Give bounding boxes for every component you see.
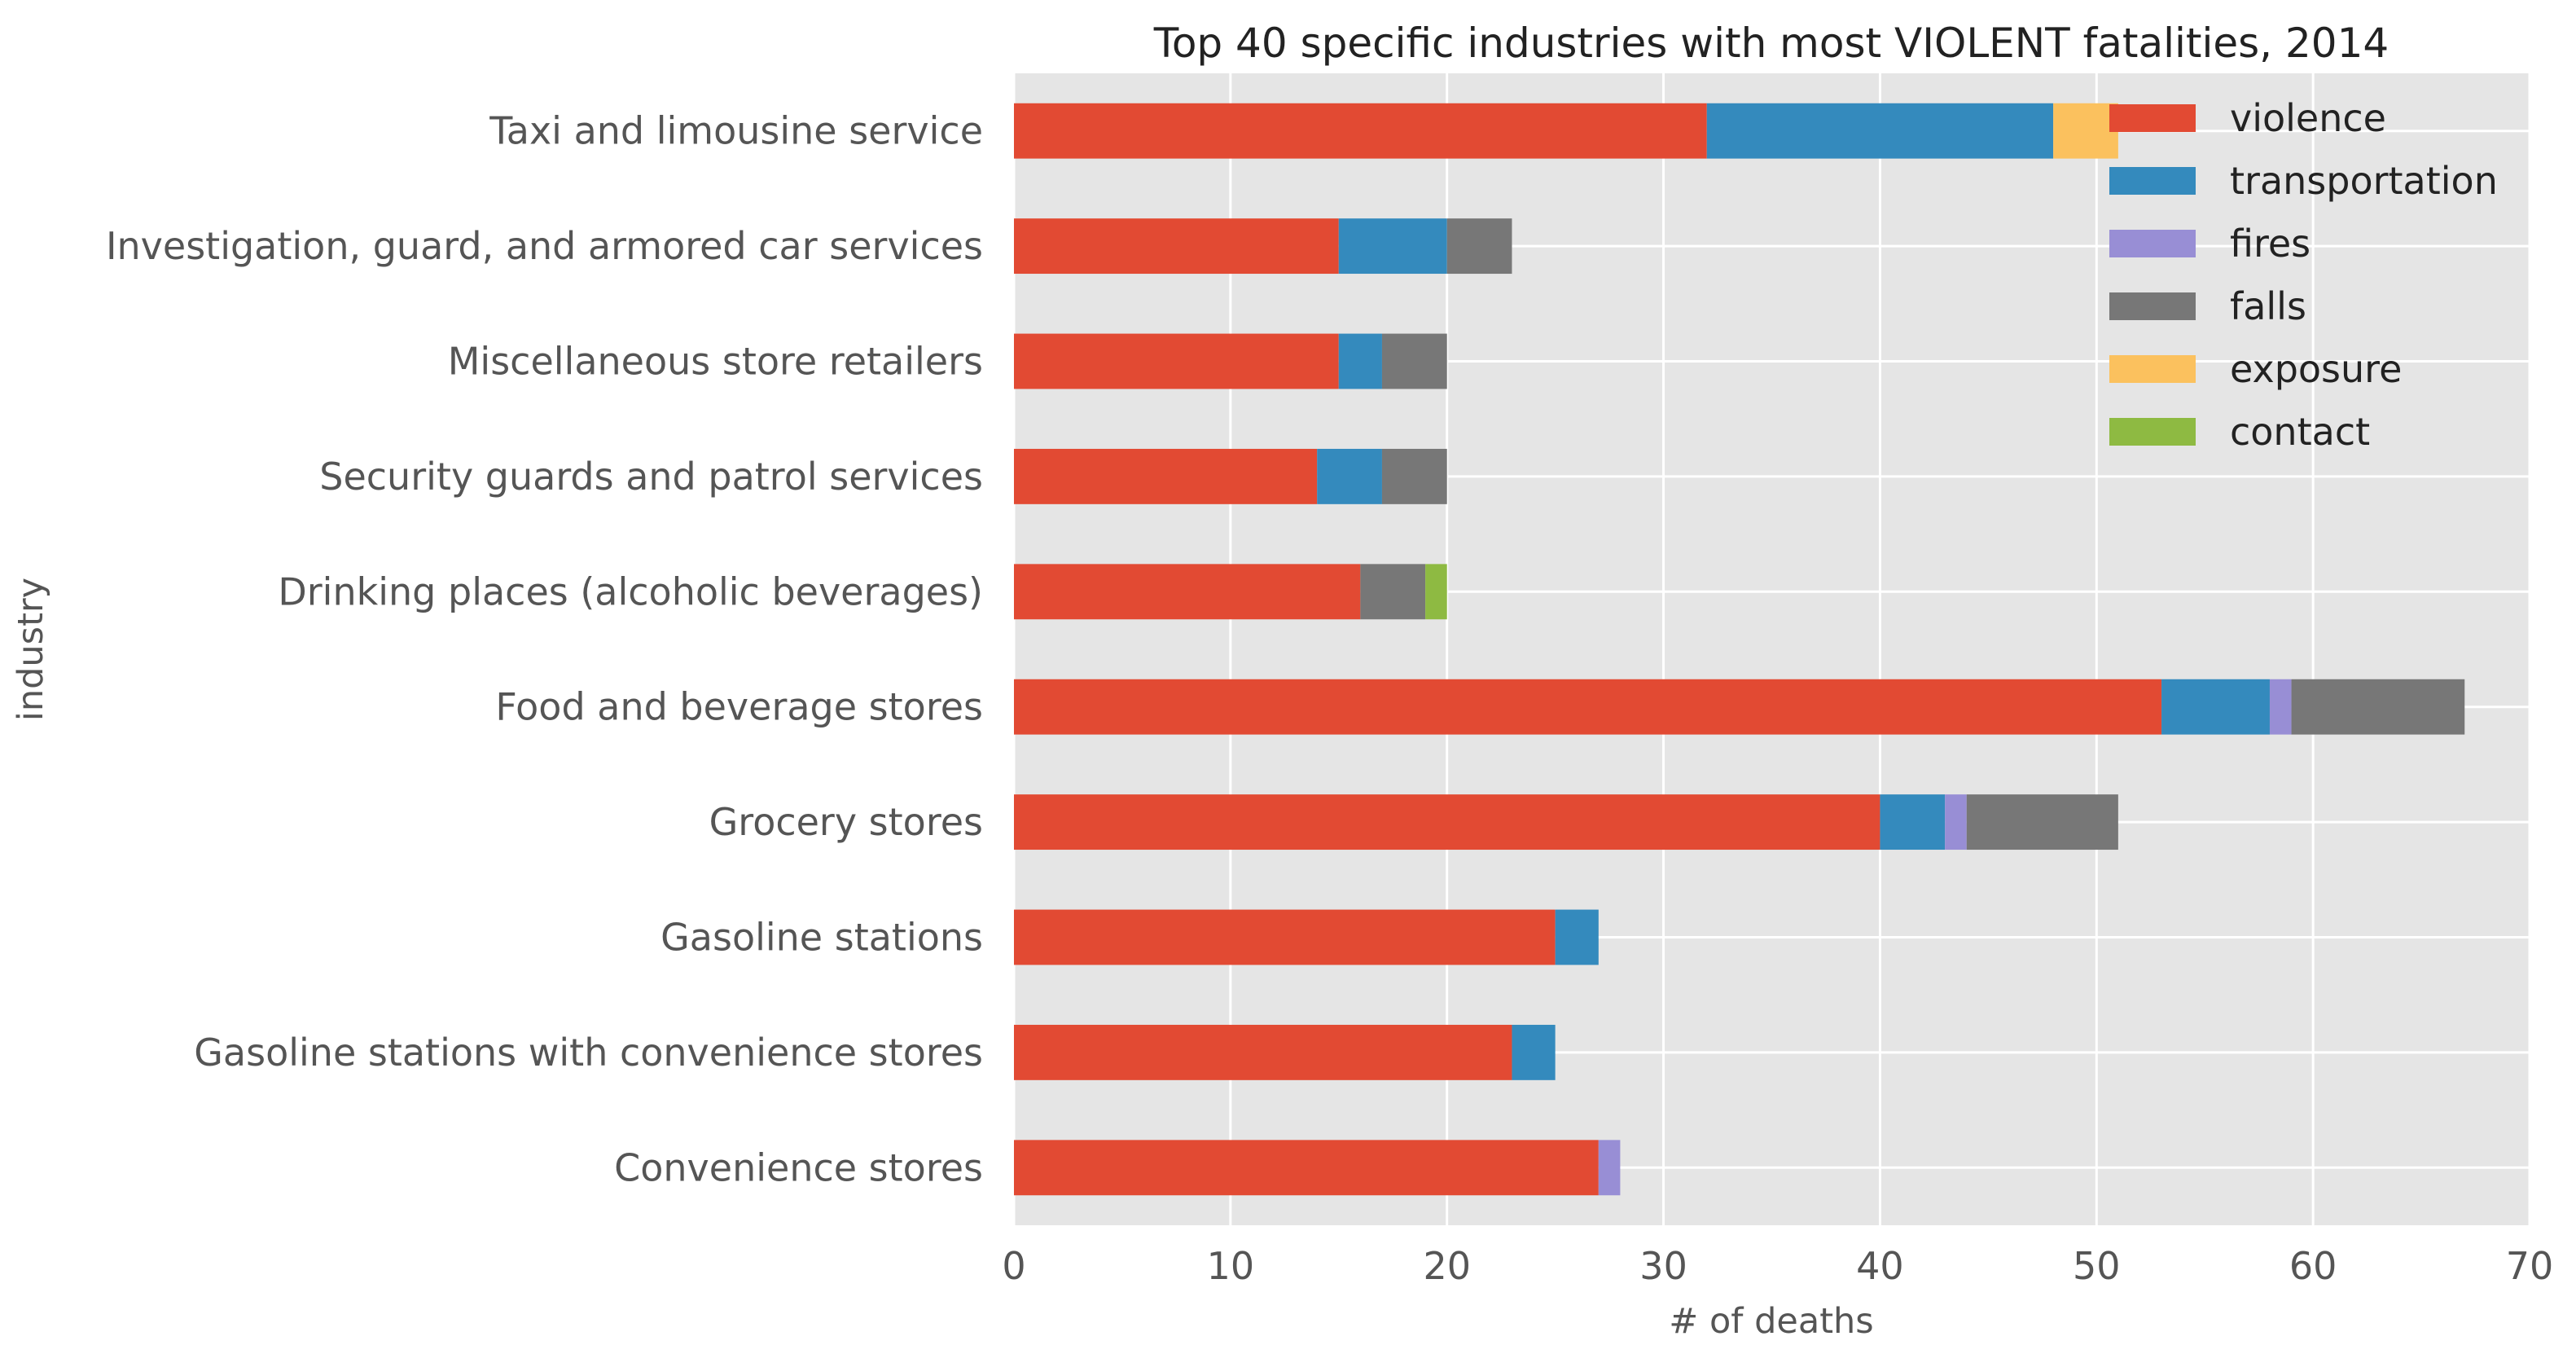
- bar-segment-transportation: [1317, 448, 1382, 504]
- legend-label-violence: violence: [2230, 96, 2386, 140]
- bar-segment-violence: [1014, 103, 1707, 159]
- legend-swatch-contact: [2109, 418, 2196, 446]
- bar-segment-violence: [1014, 679, 2162, 735]
- x-tick-label: 50: [2073, 1244, 2121, 1288]
- legend-label-exposure: exposure: [2230, 347, 2402, 391]
- bar-segment-contact: [1425, 564, 1447, 620]
- bar-segment-exposure: [2053, 103, 2118, 159]
- bar-segment-falls: [2291, 679, 2465, 735]
- bar-segment-violence: [1014, 564, 1361, 620]
- legend-swatch-falls: [2109, 292, 2196, 320]
- legend-swatch-transportation: [2109, 167, 2196, 195]
- y-tick-label: Investigation, guard, and armored car se…: [106, 224, 983, 268]
- bar-segment-falls: [1381, 333, 1447, 389]
- x-tick-label: 70: [2506, 1244, 2554, 1288]
- x-tick-label: 40: [1856, 1244, 1904, 1288]
- y-tick-label: Taxi and limousine service: [489, 109, 983, 153]
- bar-segment-fires: [2269, 679, 2292, 735]
- y-tick-label: Drinking places (alcoholic beverages): [278, 569, 983, 613]
- legend-label-falls: falls: [2230, 284, 2306, 328]
- bar-segment-falls: [1446, 218, 1512, 275]
- x-tick-label: 0: [1002, 1244, 1025, 1288]
- legend: violence transportation fires falls exposure…: [2109, 96, 2498, 454]
- bar-segment-violence: [1014, 448, 1318, 504]
- legend-label-contact: contact: [2230, 410, 2370, 454]
- y-tick-labels: Taxi and limousine service Investigation,…: [106, 109, 983, 1190]
- bar-segment-fires: [1598, 1140, 1621, 1196]
- y-tick-label: Grocery stores: [709, 800, 983, 844]
- bar-segment-transportation: [2161, 679, 2270, 735]
- bar-segment-transportation: [1555, 909, 1599, 965]
- bar-segment-violence: [1014, 909, 1556, 965]
- chart-title: Top 40 specific industries with most VIO…: [1153, 20, 2389, 67]
- legend-label-fires: fires: [2230, 222, 2311, 266]
- x-tick-label: 30: [1639, 1244, 1687, 1288]
- bar-segment-transportation: [1706, 103, 2054, 159]
- x-axis-label: # of deaths: [1669, 1301, 1873, 1342]
- bar-segment-falls: [1360, 564, 1426, 620]
- y-tick-label: Miscellaneous store retailers: [448, 340, 983, 384]
- bar-segment-falls: [1381, 448, 1447, 504]
- legend-swatch-exposure: [2109, 355, 2196, 383]
- x-tick-label: 10: [1207, 1244, 1255, 1288]
- bar-segment-violence: [1014, 1140, 1599, 1196]
- y-tick-label: Convenience stores: [614, 1145, 983, 1189]
- y-tick-label: Food and beverage stores: [495, 685, 983, 729]
- bar-segment-violence: [1014, 218, 1339, 275]
- bars: [1014, 103, 2465, 1196]
- x-tick-label: 60: [2289, 1244, 2337, 1288]
- bar-segment-falls: [1966, 794, 2118, 851]
- legend-swatch-violence: [2109, 104, 2196, 132]
- bar-segment-transportation: [1338, 218, 1447, 275]
- bar-segment-transportation: [1880, 794, 1946, 851]
- bar-segment-violence: [1014, 794, 1880, 851]
- bar-segment-fires: [1945, 794, 1967, 851]
- y-tick-label: Gasoline stations: [660, 916, 983, 960]
- x-tick-labels: 0 10 20 30 40 50 60 70: [1002, 1244, 2553, 1288]
- x-tick-label: 20: [1423, 1244, 1471, 1288]
- bar-segment-transportation: [1338, 333, 1382, 389]
- bar-segment-violence: [1014, 1024, 1512, 1080]
- y-axis-label: industry: [11, 578, 51, 721]
- y-tick-label: Security guards and patrol services: [319, 455, 983, 499]
- legend-label-transportation: transportation: [2230, 159, 2498, 203]
- y-tick-label: Gasoline stations with convenience store…: [194, 1031, 983, 1075]
- legend-swatch-fires: [2109, 230, 2196, 257]
- bar-segment-violence: [1014, 333, 1339, 389]
- bar-segment-transportation: [1512, 1024, 1556, 1080]
